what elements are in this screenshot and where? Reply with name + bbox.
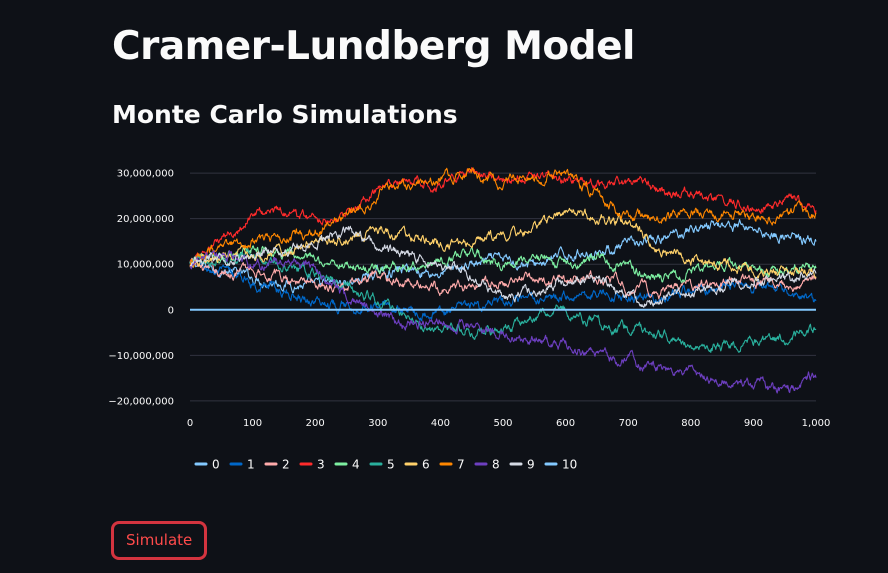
- legend-label: 8: [492, 458, 500, 472]
- legend-label: 2: [282, 458, 290, 472]
- x-tick-label: 1,000: [802, 418, 830, 429]
- y-tick-label: −20,000,000: [108, 396, 174, 407]
- legend-label: 1: [247, 458, 255, 472]
- y-tick-label: 30,000,000: [117, 169, 174, 180]
- legend-item-0[interactable]: 0: [194, 458, 220, 472]
- y-tick-label: −10,000,000: [108, 351, 174, 362]
- monte-carlo-chart[interactable]: −20,000,000 −10,000,000 0 10,000,000 20,000,…: [100, 150, 830, 490]
- legend-label: 7: [457, 458, 465, 472]
- legend-label: 6: [422, 458, 430, 472]
- legend-item-10[interactable]: 10: [544, 458, 577, 472]
- legend-label: 0: [212, 458, 220, 472]
- x-tick-label: 500: [493, 418, 512, 429]
- series-line-4: [189, 245, 817, 283]
- legend-item-2[interactable]: 2: [264, 458, 290, 472]
- series-line-8: [189, 250, 817, 394]
- y-tick-label: 20,000,000: [117, 214, 174, 225]
- legend-item-7[interactable]: 7: [439, 458, 465, 472]
- legend-label: 5: [387, 458, 395, 472]
- chart-legend: 0 1 2 3 4 5 6 7 8 9 10: [194, 458, 577, 472]
- legend-item-4[interactable]: 4: [334, 458, 360, 472]
- x-tick-label: 600: [556, 418, 575, 429]
- series-line-0: [189, 219, 817, 294]
- series-line-6: [189, 207, 817, 282]
- series-line-2: [189, 257, 817, 300]
- x-tick-label: 100: [243, 418, 262, 429]
- series-line-9: [189, 225, 817, 308]
- series-line-7: [189, 167, 817, 268]
- series-line-5: [189, 247, 817, 353]
- x-tick-label: 400: [431, 418, 450, 429]
- section-subtitle: Monte Carlo Simulations: [112, 100, 458, 129]
- legend-label: 3: [317, 458, 325, 472]
- legend-label: 10: [562, 458, 577, 472]
- simulate-button[interactable]: Simulate: [111, 521, 208, 560]
- legend-item-9[interactable]: 9: [509, 458, 535, 472]
- legend-item-6[interactable]: 6: [404, 458, 430, 472]
- y-tick-label: 10,000,000: [117, 260, 174, 271]
- x-tick-label: 900: [744, 418, 763, 429]
- series-group: [189, 167, 817, 394]
- legend-item-8[interactable]: 8: [474, 458, 500, 472]
- x-tick-label: 700: [619, 418, 638, 429]
- x-tick-label: 300: [368, 418, 387, 429]
- legend-item-5[interactable]: 5: [369, 458, 395, 472]
- page-title: Cramer-Lundberg Model: [112, 24, 635, 69]
- x-tick-label: 800: [681, 418, 700, 429]
- legend-item-1[interactable]: 1: [229, 458, 255, 472]
- x-tick-label: 200: [306, 418, 325, 429]
- legend-label: 4: [352, 458, 360, 472]
- y-tick-label: 0: [168, 305, 174, 316]
- series-line-3: [189, 167, 817, 268]
- legend-item-3[interactable]: 3: [299, 458, 325, 472]
- legend-label: 9: [527, 458, 535, 472]
- x-tick-label: 0: [187, 418, 193, 429]
